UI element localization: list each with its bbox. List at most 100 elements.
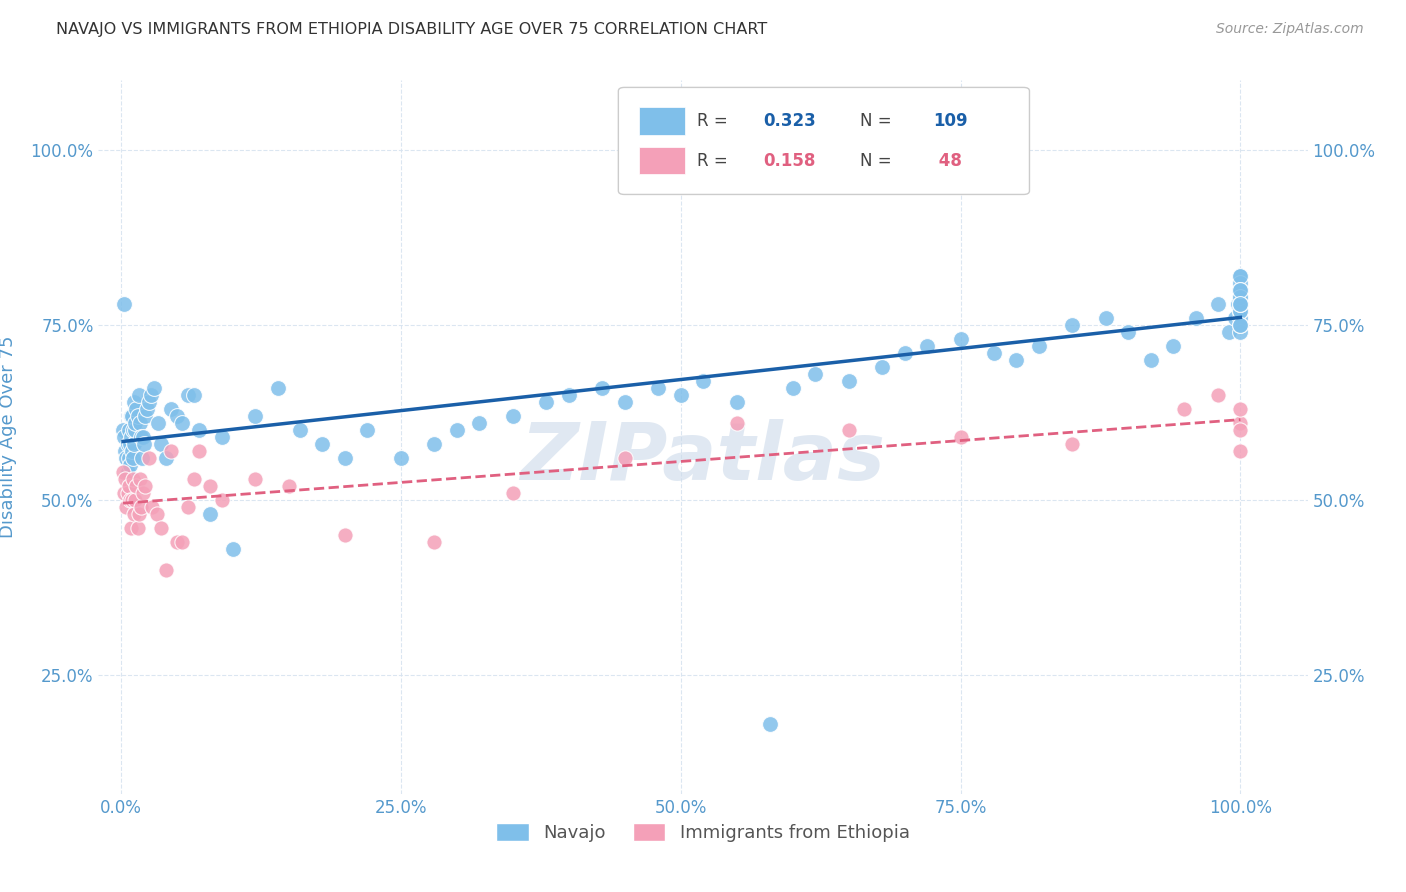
Point bbox=[166, 535, 188, 549]
Point bbox=[838, 423, 860, 437]
Point bbox=[311, 437, 333, 451]
Point bbox=[125, 479, 148, 493]
Point bbox=[1229, 444, 1251, 458]
Point bbox=[692, 374, 714, 388]
Point bbox=[183, 472, 205, 486]
Point bbox=[143, 381, 166, 395]
Point bbox=[1062, 318, 1084, 333]
Text: N =: N = bbox=[860, 152, 897, 169]
Point bbox=[725, 416, 748, 430]
Point bbox=[127, 521, 149, 535]
Point bbox=[128, 507, 150, 521]
Point bbox=[115, 500, 138, 514]
Text: Source: ZipAtlas.com: Source: ZipAtlas.com bbox=[1216, 22, 1364, 37]
Point bbox=[613, 451, 636, 466]
Point bbox=[177, 388, 200, 402]
Point bbox=[118, 423, 141, 437]
Point bbox=[1229, 276, 1251, 290]
Point bbox=[983, 346, 1005, 360]
Text: 0.323: 0.323 bbox=[763, 112, 817, 130]
Point bbox=[115, 451, 138, 466]
Point bbox=[243, 409, 266, 423]
Text: N =: N = bbox=[860, 112, 897, 130]
Point bbox=[1229, 304, 1251, 318]
Point bbox=[122, 472, 145, 486]
Point bbox=[128, 388, 150, 402]
Point bbox=[1229, 290, 1251, 304]
Point bbox=[759, 717, 782, 731]
Point bbox=[177, 500, 200, 514]
Point bbox=[1229, 283, 1251, 297]
Point bbox=[139, 388, 162, 402]
Point bbox=[1229, 311, 1251, 326]
Point bbox=[118, 451, 141, 466]
Point bbox=[1229, 304, 1251, 318]
Y-axis label: Disability Age Over 75: Disability Age Over 75 bbox=[0, 335, 17, 539]
Point bbox=[120, 409, 142, 423]
Point bbox=[389, 451, 412, 466]
Text: 109: 109 bbox=[932, 112, 967, 130]
Point bbox=[1206, 388, 1229, 402]
Point bbox=[1062, 437, 1084, 451]
Point bbox=[131, 451, 153, 466]
Point bbox=[1140, 353, 1163, 368]
Point bbox=[356, 423, 378, 437]
Point bbox=[1095, 311, 1118, 326]
Point bbox=[1229, 269, 1251, 284]
Point bbox=[893, 346, 915, 360]
Point bbox=[222, 541, 245, 556]
Point bbox=[1229, 297, 1251, 311]
Point bbox=[211, 493, 233, 508]
FancyBboxPatch shape bbox=[638, 147, 685, 175]
Point bbox=[134, 409, 156, 423]
Point bbox=[134, 479, 156, 493]
Point bbox=[135, 402, 157, 417]
Point bbox=[183, 388, 205, 402]
FancyBboxPatch shape bbox=[638, 107, 685, 135]
Point bbox=[423, 535, 446, 549]
Point bbox=[121, 444, 143, 458]
Point bbox=[1229, 325, 1251, 339]
Point bbox=[134, 437, 156, 451]
Point bbox=[141, 500, 163, 514]
Point bbox=[1229, 416, 1251, 430]
Point bbox=[277, 479, 299, 493]
Point bbox=[725, 395, 748, 409]
Point bbox=[112, 486, 135, 500]
Point bbox=[138, 451, 160, 466]
Point bbox=[155, 451, 177, 466]
Point bbox=[150, 521, 173, 535]
Point bbox=[172, 535, 194, 549]
Point bbox=[1161, 339, 1184, 353]
Point bbox=[804, 367, 827, 381]
FancyBboxPatch shape bbox=[619, 87, 1029, 194]
Point bbox=[112, 423, 135, 437]
Point bbox=[423, 437, 446, 451]
Point bbox=[132, 430, 155, 444]
Point bbox=[1229, 283, 1251, 297]
Point bbox=[591, 381, 613, 395]
Point bbox=[160, 444, 183, 458]
Point bbox=[188, 444, 211, 458]
Point bbox=[1005, 353, 1028, 368]
Point bbox=[838, 374, 860, 388]
Text: 48: 48 bbox=[932, 152, 962, 169]
Point bbox=[211, 430, 233, 444]
Point bbox=[121, 409, 143, 423]
Text: R =: R = bbox=[697, 152, 733, 169]
Point bbox=[1227, 297, 1250, 311]
Point bbox=[1206, 297, 1229, 311]
Point bbox=[1229, 318, 1251, 333]
Point bbox=[124, 416, 146, 430]
Point bbox=[120, 430, 142, 444]
Point bbox=[160, 402, 183, 417]
Text: R =: R = bbox=[697, 112, 733, 130]
Point bbox=[1229, 290, 1251, 304]
Point bbox=[122, 437, 145, 451]
Point bbox=[118, 493, 141, 508]
Point bbox=[1229, 318, 1251, 333]
Point bbox=[122, 423, 145, 437]
Point bbox=[132, 486, 155, 500]
Point bbox=[502, 486, 524, 500]
Point bbox=[117, 437, 139, 451]
